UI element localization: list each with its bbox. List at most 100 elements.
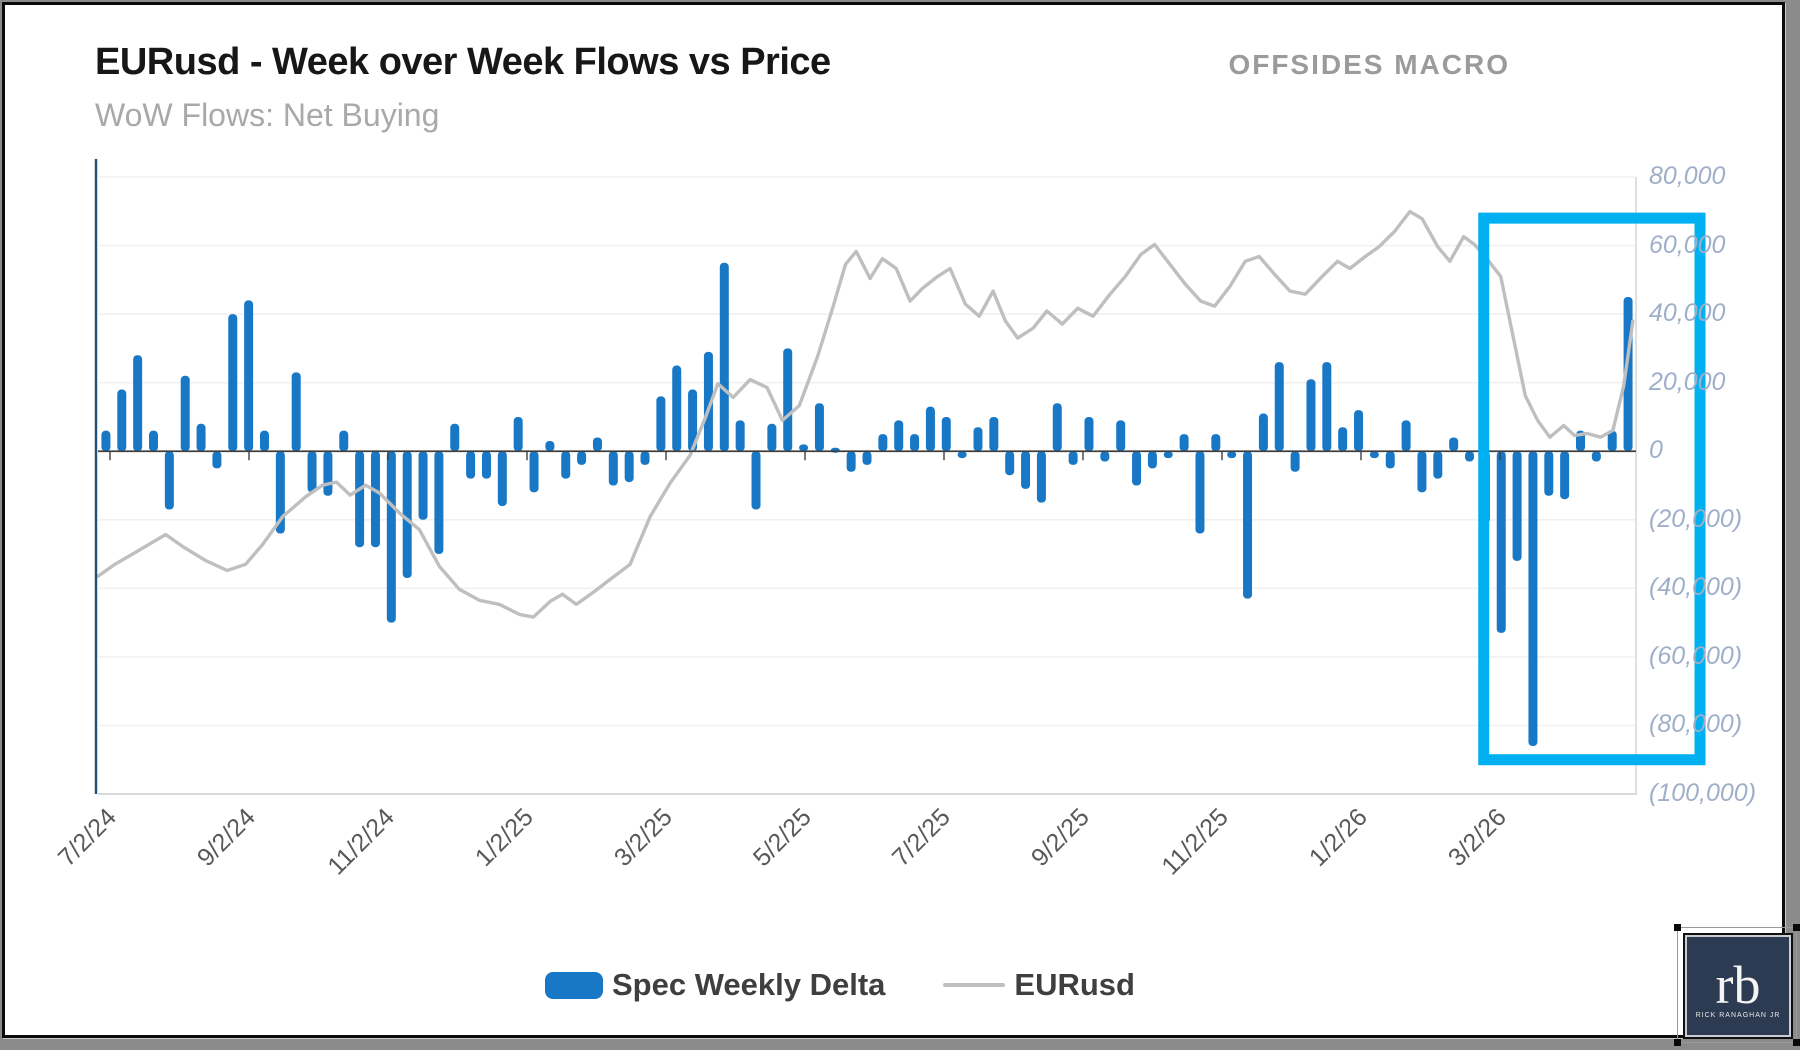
bar-week-29[interactable] [545, 440, 555, 452]
bar-week-64[interactable] [1100, 451, 1110, 462]
bar-week-75[interactable] [1274, 362, 1284, 452]
bar-week-27[interactable] [513, 416, 523, 452]
rb-logo[interactable]: rb RICK RANAGHAN JR [1683, 933, 1793, 1039]
spec-weekly-delta-bars[interactable] [101, 262, 1633, 747]
bar-week-46[interactable] [814, 403, 824, 452]
bar-week-37[interactable] [672, 365, 682, 452]
bar-week-28[interactable] [529, 451, 539, 493]
bar-week-70[interactable] [1195, 451, 1205, 534]
bar-week-5[interactable] [164, 451, 174, 510]
bar-week-45[interactable] [799, 444, 809, 452]
bar-week-30[interactable] [561, 451, 571, 479]
bar-week-1[interactable] [101, 430, 111, 452]
bar-week-60[interactable] [1036, 451, 1046, 503]
bar-week-89[interactable] [1496, 451, 1506, 633]
bar-week-81[interactable] [1369, 451, 1379, 459]
bar-week-36[interactable] [656, 396, 666, 452]
legend-item-eurusd[interactable]: EURusd [943, 967, 1135, 1003]
bar-week-41[interactable] [735, 420, 745, 452]
bar-week-68[interactable] [1163, 451, 1173, 459]
bar-week-85[interactable] [1433, 451, 1443, 479]
bar-week-4[interactable] [148, 430, 158, 452]
bar-week-40[interactable] [719, 262, 729, 452]
bar-week-76[interactable] [1290, 451, 1300, 472]
bar-week-38[interactable] [688, 389, 698, 452]
bar-week-52[interactable] [910, 434, 920, 452]
bar-week-96[interactable] [1607, 430, 1617, 452]
bar-week-44[interactable] [783, 348, 793, 452]
bar-week-65[interactable] [1116, 420, 1126, 452]
bar-week-50[interactable] [878, 434, 888, 452]
bar-week-19[interactable] [386, 451, 396, 623]
selection-handle[interactable] [1674, 1039, 1681, 1046]
bar-week-73[interactable] [1243, 451, 1253, 599]
bar-week-31[interactable] [577, 451, 587, 465]
bar-week-72[interactable] [1227, 451, 1237, 459]
bar-week-63[interactable] [1084, 416, 1094, 452]
bar-week-71[interactable] [1211, 434, 1221, 452]
bar-week-69[interactable] [1179, 434, 1189, 452]
bar-week-91[interactable] [1528, 451, 1538, 747]
bar-week-17[interactable] [355, 451, 365, 548]
bar-week-23[interactable] [450, 423, 460, 452]
bar-week-15[interactable] [323, 451, 333, 496]
flows-vs-price-chart[interactable] [5, 5, 1800, 1050]
bar-week-87[interactable] [1465, 451, 1475, 462]
bar-week-95[interactable] [1591, 451, 1601, 462]
bar-week-53[interactable] [925, 406, 935, 452]
bar-week-9[interactable] [228, 314, 238, 452]
bar-week-59[interactable] [1021, 451, 1031, 489]
bar-week-66[interactable] [1132, 451, 1142, 486]
bar-week-82[interactable] [1385, 451, 1395, 469]
bar-week-20[interactable] [402, 451, 412, 579]
bar-week-35[interactable] [640, 451, 650, 465]
bar-week-86[interactable] [1449, 437, 1459, 452]
bar-week-7[interactable] [196, 423, 206, 452]
bar-week-55[interactable] [957, 451, 967, 459]
bar-week-6[interactable] [180, 375, 190, 452]
bar-week-56[interactable] [973, 427, 983, 452]
bar-week-62[interactable] [1068, 451, 1078, 465]
bar-week-57[interactable] [989, 416, 999, 452]
bar-week-3[interactable] [133, 355, 143, 452]
bar-week-2[interactable] [117, 389, 127, 452]
bar-week-77[interactable] [1306, 379, 1316, 452]
bar-week-80[interactable] [1354, 410, 1364, 452]
bar-week-78[interactable] [1322, 362, 1332, 452]
bar-week-43[interactable] [767, 423, 777, 452]
bar-week-92[interactable] [1544, 451, 1554, 496]
selection-handle[interactable] [1674, 924, 1681, 931]
bar-week-54[interactable] [941, 416, 951, 452]
bar-week-84[interactable] [1417, 451, 1427, 493]
bar-week-25[interactable] [481, 451, 491, 479]
bar-week-51[interactable] [894, 420, 904, 452]
bar-week-49[interactable] [862, 451, 872, 465]
bar-week-79[interactable] [1338, 427, 1348, 452]
bar-week-24[interactable] [466, 451, 476, 479]
bar-week-42[interactable] [751, 451, 761, 510]
bar-week-13[interactable] [291, 372, 301, 452]
bar-week-33[interactable] [608, 451, 618, 486]
bar-week-21[interactable] [418, 451, 428, 520]
bar-week-14[interactable] [307, 451, 317, 493]
bar-week-48[interactable] [846, 451, 856, 472]
bar-week-12[interactable] [275, 451, 285, 534]
bar-week-90[interactable] [1512, 451, 1522, 561]
eurusd-price-line[interactable] [96, 209, 1635, 619]
bar-week-32[interactable] [592, 437, 602, 452]
bar-week-67[interactable] [1147, 451, 1157, 469]
bar-week-10[interactable] [244, 300, 254, 452]
bar-week-93[interactable] [1560, 451, 1570, 500]
bar-week-61[interactable] [1052, 403, 1062, 452]
bar-week-74[interactable] [1258, 413, 1268, 452]
bar-week-8[interactable] [212, 451, 222, 469]
legend-item-spec-weekly-delta[interactable]: Spec Weekly Delta [545, 967, 885, 1003]
bar-week-22[interactable] [434, 451, 444, 555]
bar-week-83[interactable] [1401, 420, 1411, 452]
bar-week-26[interactable] [497, 451, 507, 507]
selection-handle[interactable] [1793, 924, 1800, 931]
bar-week-34[interactable] [624, 451, 634, 483]
bar-week-58[interactable] [1005, 451, 1015, 476]
bar-week-18[interactable] [370, 451, 380, 548]
bar-week-39[interactable] [703, 351, 713, 452]
